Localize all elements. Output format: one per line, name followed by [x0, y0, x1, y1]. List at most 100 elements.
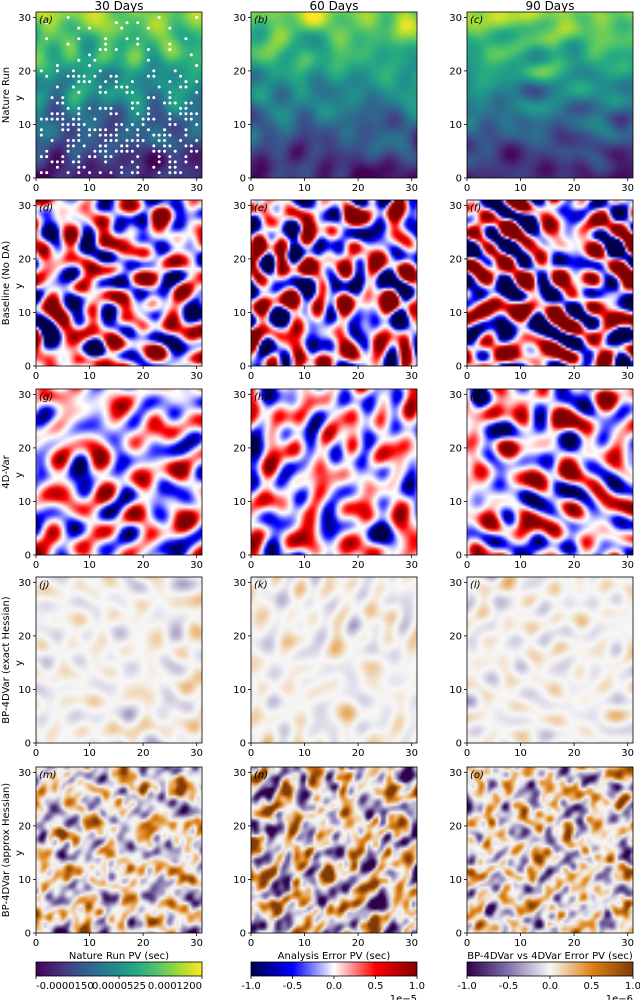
observation-dot: [163, 149, 167, 153]
observation-dot: [39, 69, 43, 73]
observation-dot: [77, 171, 81, 175]
y-tick-label: 10: [233, 120, 246, 131]
observation-dot: [195, 64, 199, 68]
observation-dot: [168, 80, 172, 84]
y-tick-label: 20: [18, 443, 31, 454]
observation-dot: [109, 106, 113, 110]
panel: (m) 00 10 10 20 20 30 30 y: [14, 766, 203, 949]
observation-dot: [136, 112, 140, 116]
x-tick-label: 10: [514, 748, 527, 759]
observation-dot: [157, 133, 161, 137]
observation-dot: [77, 122, 81, 126]
observation-dot: [157, 149, 161, 153]
observation-dot: [55, 85, 59, 89]
y-tick-label: 20: [233, 821, 246, 832]
panel-frame: [35, 388, 203, 556]
panel-label: (h): [254, 392, 268, 403]
observation-dot: [173, 165, 177, 169]
observation-dot: [136, 128, 140, 132]
y-tick-label: 30: [233, 13, 246, 24]
observation-dot: [104, 160, 108, 164]
observation-dot: [61, 122, 65, 126]
observation-dot: [168, 144, 172, 148]
x-tick-label: 20: [352, 560, 365, 571]
x-tick-label: 30: [190, 938, 203, 949]
field-image: [467, 389, 633, 555]
observation-dot: [77, 112, 81, 116]
observation-dot: [184, 112, 188, 116]
observation-dot: [114, 122, 118, 126]
x-tick-label: 0: [33, 748, 39, 759]
observation-dot: [130, 101, 134, 105]
y-tick-label: 0: [456, 174, 462, 185]
x-tick-label: 30: [405, 371, 418, 382]
x-tick-label: 10: [514, 371, 527, 382]
colorbar: Analysis Error PV (sec) -1.0 -0.5 0.0 0.5 1.0…: [241, 951, 425, 1000]
observation-dot: [109, 133, 113, 137]
observation-dot: [195, 149, 199, 153]
x-tick-label: 20: [568, 183, 581, 194]
y-tick-label: 30: [18, 13, 31, 24]
y-tick-label: 20: [18, 66, 31, 77]
panel: (c) 00 10 10 20 20 30 30: [449, 11, 634, 194]
observation-dot: [66, 171, 70, 175]
x-tick-label: 0: [464, 938, 470, 949]
panel-label: (m): [39, 770, 57, 781]
y-axis-label: y: [14, 95, 25, 101]
y-tick-label: 10: [18, 497, 31, 508]
observation-dot: [88, 80, 92, 84]
y-tick-label: 30: [449, 768, 462, 779]
x-tick-label: 0: [33, 371, 39, 382]
observation-dot: [88, 106, 92, 110]
observation-dot: [130, 171, 134, 175]
observation-dot: [184, 106, 188, 110]
observation-dot: [109, 171, 113, 175]
x-tick-label: 10: [298, 560, 311, 571]
y-tick-label: 20: [18, 631, 31, 642]
observation-dot: [114, 47, 118, 51]
observation-dot: [168, 122, 172, 126]
observation-dot: [168, 26, 172, 30]
colorbar-bar: [466, 961, 634, 977]
observation-dot: [50, 160, 54, 164]
observation-dot: [93, 149, 97, 153]
observation-dot: [195, 15, 199, 19]
observation-dot: [130, 80, 134, 84]
observation-dot: [61, 101, 65, 105]
x-tick-label: 20: [352, 748, 365, 759]
x-tick-label: 10: [83, 183, 96, 194]
observation-dot: [88, 53, 92, 57]
observation-dot: [93, 128, 97, 132]
observation-dot: [120, 85, 124, 89]
observation-dot: [179, 112, 183, 116]
panel-label: (l): [470, 580, 481, 591]
observation-dot: [130, 90, 134, 94]
y-tick-label: 10: [233, 875, 246, 886]
observation-dot: [39, 133, 43, 137]
observation-dot: [45, 37, 49, 41]
observation-dot: [114, 133, 118, 137]
observation-dot: [157, 160, 161, 164]
observation-dot: [157, 139, 161, 143]
observation-dot: [136, 139, 140, 143]
x-tick-label: 0: [248, 560, 254, 571]
observation-dot: [98, 133, 102, 137]
observation-dot: [82, 165, 86, 169]
observation-dot: [173, 101, 177, 105]
observation-dot: [168, 117, 172, 121]
y-tick-label: 0: [456, 362, 462, 373]
panel: (g) 00 10 10 20 20 30 30 y: [14, 388, 203, 571]
y-axis-label: y: [14, 283, 25, 289]
y-tick-label: 20: [449, 443, 462, 454]
observation-dot: [114, 74, 118, 78]
observation-dot: [179, 85, 183, 89]
y-axis-label: y: [14, 850, 25, 856]
x-tick-label: 30: [190, 748, 203, 759]
observation-dot: [104, 47, 108, 51]
observation-dot: [88, 155, 92, 159]
observation-dot: [61, 96, 65, 100]
x-tick-label: 20: [137, 938, 150, 949]
x-tick-label: 0: [33, 183, 39, 194]
observation-dot: [88, 133, 92, 137]
